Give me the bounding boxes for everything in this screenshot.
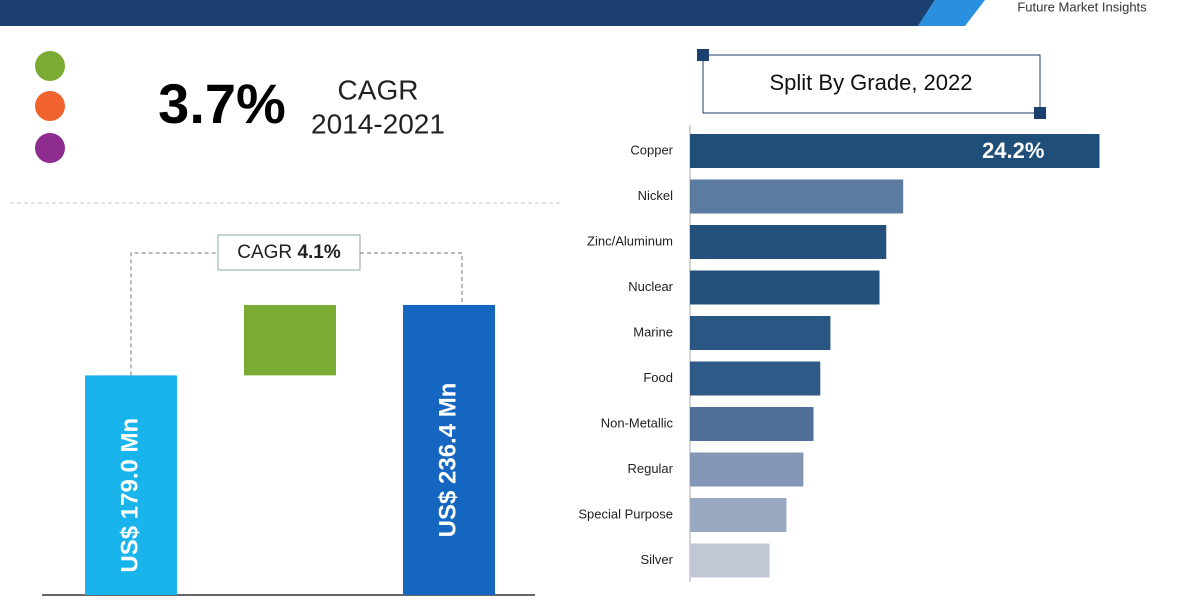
bar (85, 375, 177, 595)
category-label: Zinc/Aluminum (587, 233, 673, 248)
category-label: Silver (640, 552, 673, 567)
corner (697, 49, 709, 61)
cagr-label: CAGR (237, 242, 292, 263)
category-label: Marine (633, 324, 673, 339)
bar (690, 452, 804, 487)
connector (130, 252, 463, 376)
category-label: Non-Metallic (601, 415, 674, 430)
dot (35, 133, 65, 163)
category-label: Food (643, 370, 673, 385)
headline-label: CAGR (338, 74, 419, 105)
cagr-box (217, 234, 361, 271)
brand: Future Market Insights (1017, 0, 1147, 14)
bar (690, 498, 787, 532)
dot (35, 91, 65, 121)
chart-title: Split By Grade, 2022 (769, 70, 972, 95)
bar-label: US$ 179.0 Mn (116, 418, 143, 573)
bar (690, 543, 770, 578)
title-box (702, 54, 1041, 114)
category-label: Copper (630, 142, 673, 157)
dot (35, 51, 65, 81)
category-label: Special Purpose (578, 506, 673, 521)
bar (690, 225, 887, 259)
banner (0, 0, 935, 26)
bar-label: US$ 236.4 Mn (434, 383, 461, 538)
cagr-annotation: CAGR 4.1% (237, 242, 341, 263)
corner (1034, 107, 1046, 119)
banner-accent (918, 0, 985, 26)
bar (244, 304, 336, 376)
bar (690, 270, 880, 305)
headline-value: 3.7% (158, 72, 286, 135)
bar (690, 407, 814, 441)
category-label: Regular (627, 461, 673, 476)
bar (690, 316, 831, 350)
category-label: Nuclear (628, 279, 673, 294)
bar (403, 304, 495, 595)
headline-period: 2014-2021 (311, 108, 445, 139)
bar (690, 361, 821, 396)
cagr-value: 4.1% (297, 242, 340, 263)
bar (690, 134, 1100, 168)
category-label: Nickel (638, 188, 674, 203)
bar (690, 179, 904, 214)
bar-label: 24.2% (982, 138, 1044, 163)
